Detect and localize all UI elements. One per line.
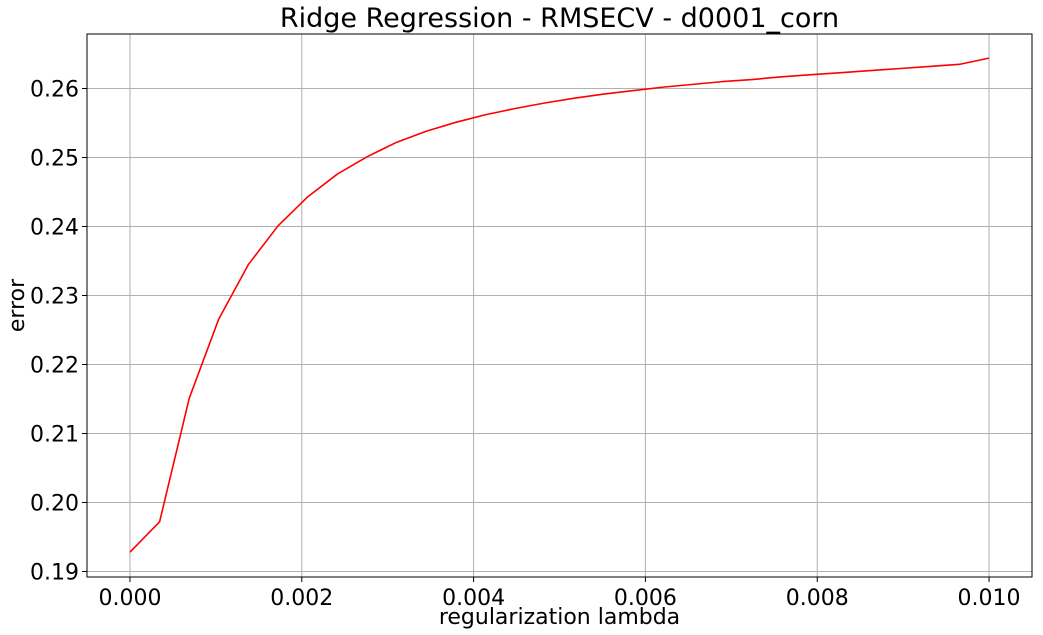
chart-title: Ridge Regression - RMSECV - d0001_corn <box>280 3 839 34</box>
x-axis-label: regularization lambda <box>439 605 680 630</box>
x-tick-label: 0.006 <box>614 586 677 611</box>
y-tick-label: 0.20 <box>30 491 79 516</box>
x-tick-label: 0.008 <box>786 586 849 611</box>
grid-lines <box>87 34 1032 577</box>
x-tick-label: 0.010 <box>958 586 1021 611</box>
y-tick-label: 0.24 <box>30 215 79 240</box>
y-tick-label: 0.21 <box>30 422 79 447</box>
x-tick-label: 0.000 <box>98 586 161 611</box>
y-tick-label: 0.22 <box>30 353 79 378</box>
axis-ticks: 0.000 0.002 0.004 0.006 0.008 0.010 0.19 0.20 0.… <box>30 78 1021 611</box>
y-tick-label: 0.23 <box>30 284 79 309</box>
plot-frame <box>86 33 1033 578</box>
series-line <box>129 57 990 553</box>
y-tick-label: 0.26 <box>30 78 79 103</box>
y-tick-label: 0.19 <box>30 560 79 585</box>
y-tick-label: 0.25 <box>30 147 79 172</box>
x-tick-label: 0.002 <box>270 586 333 611</box>
y-axis-label: error <box>5 278 30 332</box>
series-layer <box>129 57 990 553</box>
x-tick-label: 0.004 <box>442 586 505 611</box>
